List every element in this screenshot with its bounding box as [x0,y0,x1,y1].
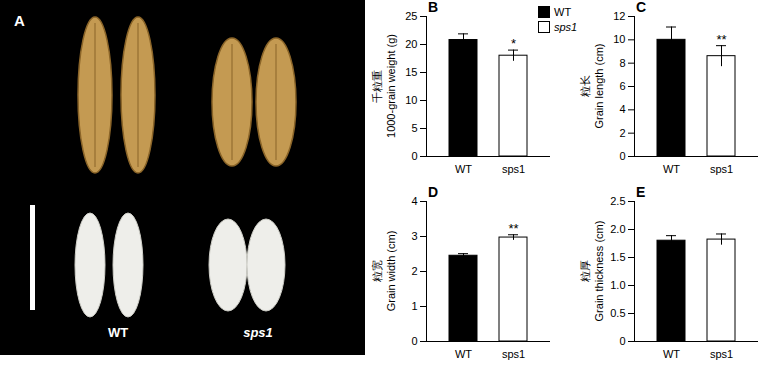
html-text:粒厚: 粒厚 [579,260,591,282]
html-text:WT: WT [554,5,572,18]
html-text:千粒重: 千粒重 [371,69,383,103]
svg-text:**: ** [508,221,518,236]
svg-text:0: 0 [411,150,417,162]
html-text:B: B [428,0,439,15]
svg-text:4: 4 [619,103,625,115]
svg-text:4: 4 [411,195,417,207]
svg-text:12: 12 [613,10,625,22]
svg-text:25: 25 [405,10,417,22]
svg-text:A: A [14,12,25,29]
svg-text:**: ** [716,32,726,47]
svg-text:*: * [511,36,516,51]
svg-text:sps1: sps1 [502,348,525,360]
html-text:Grain width (cm): Grain width (cm) [385,230,397,312]
html-text:Grain length (cm): Grain length (cm) [593,43,605,129]
svg-text:WT: WT [455,348,472,360]
svg-text:0: 0 [411,335,417,347]
svg-text:WT: WT [455,163,472,175]
svg-text:2: 2 [411,265,417,277]
html-text:sps1: sps1 [554,20,578,33]
svg-text:2.0: 2.0 [610,223,625,235]
html-text:粒长: 粒长 [579,75,591,97]
svg-text:sps1: sps1 [710,348,733,360]
svg-text:1: 1 [411,300,417,312]
svg-text:6: 6 [619,80,625,92]
svg-text:sps1: sps1 [502,163,525,175]
svg-text:8: 8 [619,57,625,69]
svg-text:1.0: 1.0 [610,279,625,291]
html-text:Grain thickness (cm): Grain thickness (cm) [593,220,605,322]
html-text:粒宽: 粒宽 [371,260,383,282]
html-text:C: C [636,0,647,15]
svg-text:0: 0 [619,335,625,347]
svg-text:2: 2 [619,127,625,139]
svg-text:WT: WT [663,348,680,360]
html-text:D: D [428,184,439,200]
svg-text:10: 10 [613,33,625,45]
svg-text:10: 10 [405,94,417,106]
svg-text:2.5: 2.5 [610,195,625,207]
svg-text:sps1: sps1 [243,325,273,340]
svg-text:0.5: 0.5 [610,307,625,319]
svg-text:15: 15 [405,66,417,78]
svg-text:1.5: 1.5 [610,251,625,263]
svg-text:WT: WT [108,325,128,340]
html-text:1000-grain weight (g): 1000-grain weight (g) [385,34,397,138]
svg-text:0: 0 [619,150,625,162]
svg-text:sps1: sps1 [710,163,733,175]
svg-text:3: 3 [411,230,417,242]
svg-text:20: 20 [405,38,417,50]
html-text:E: E [636,184,646,200]
svg-text:5: 5 [411,122,417,134]
svg-text:WT: WT [663,163,680,175]
